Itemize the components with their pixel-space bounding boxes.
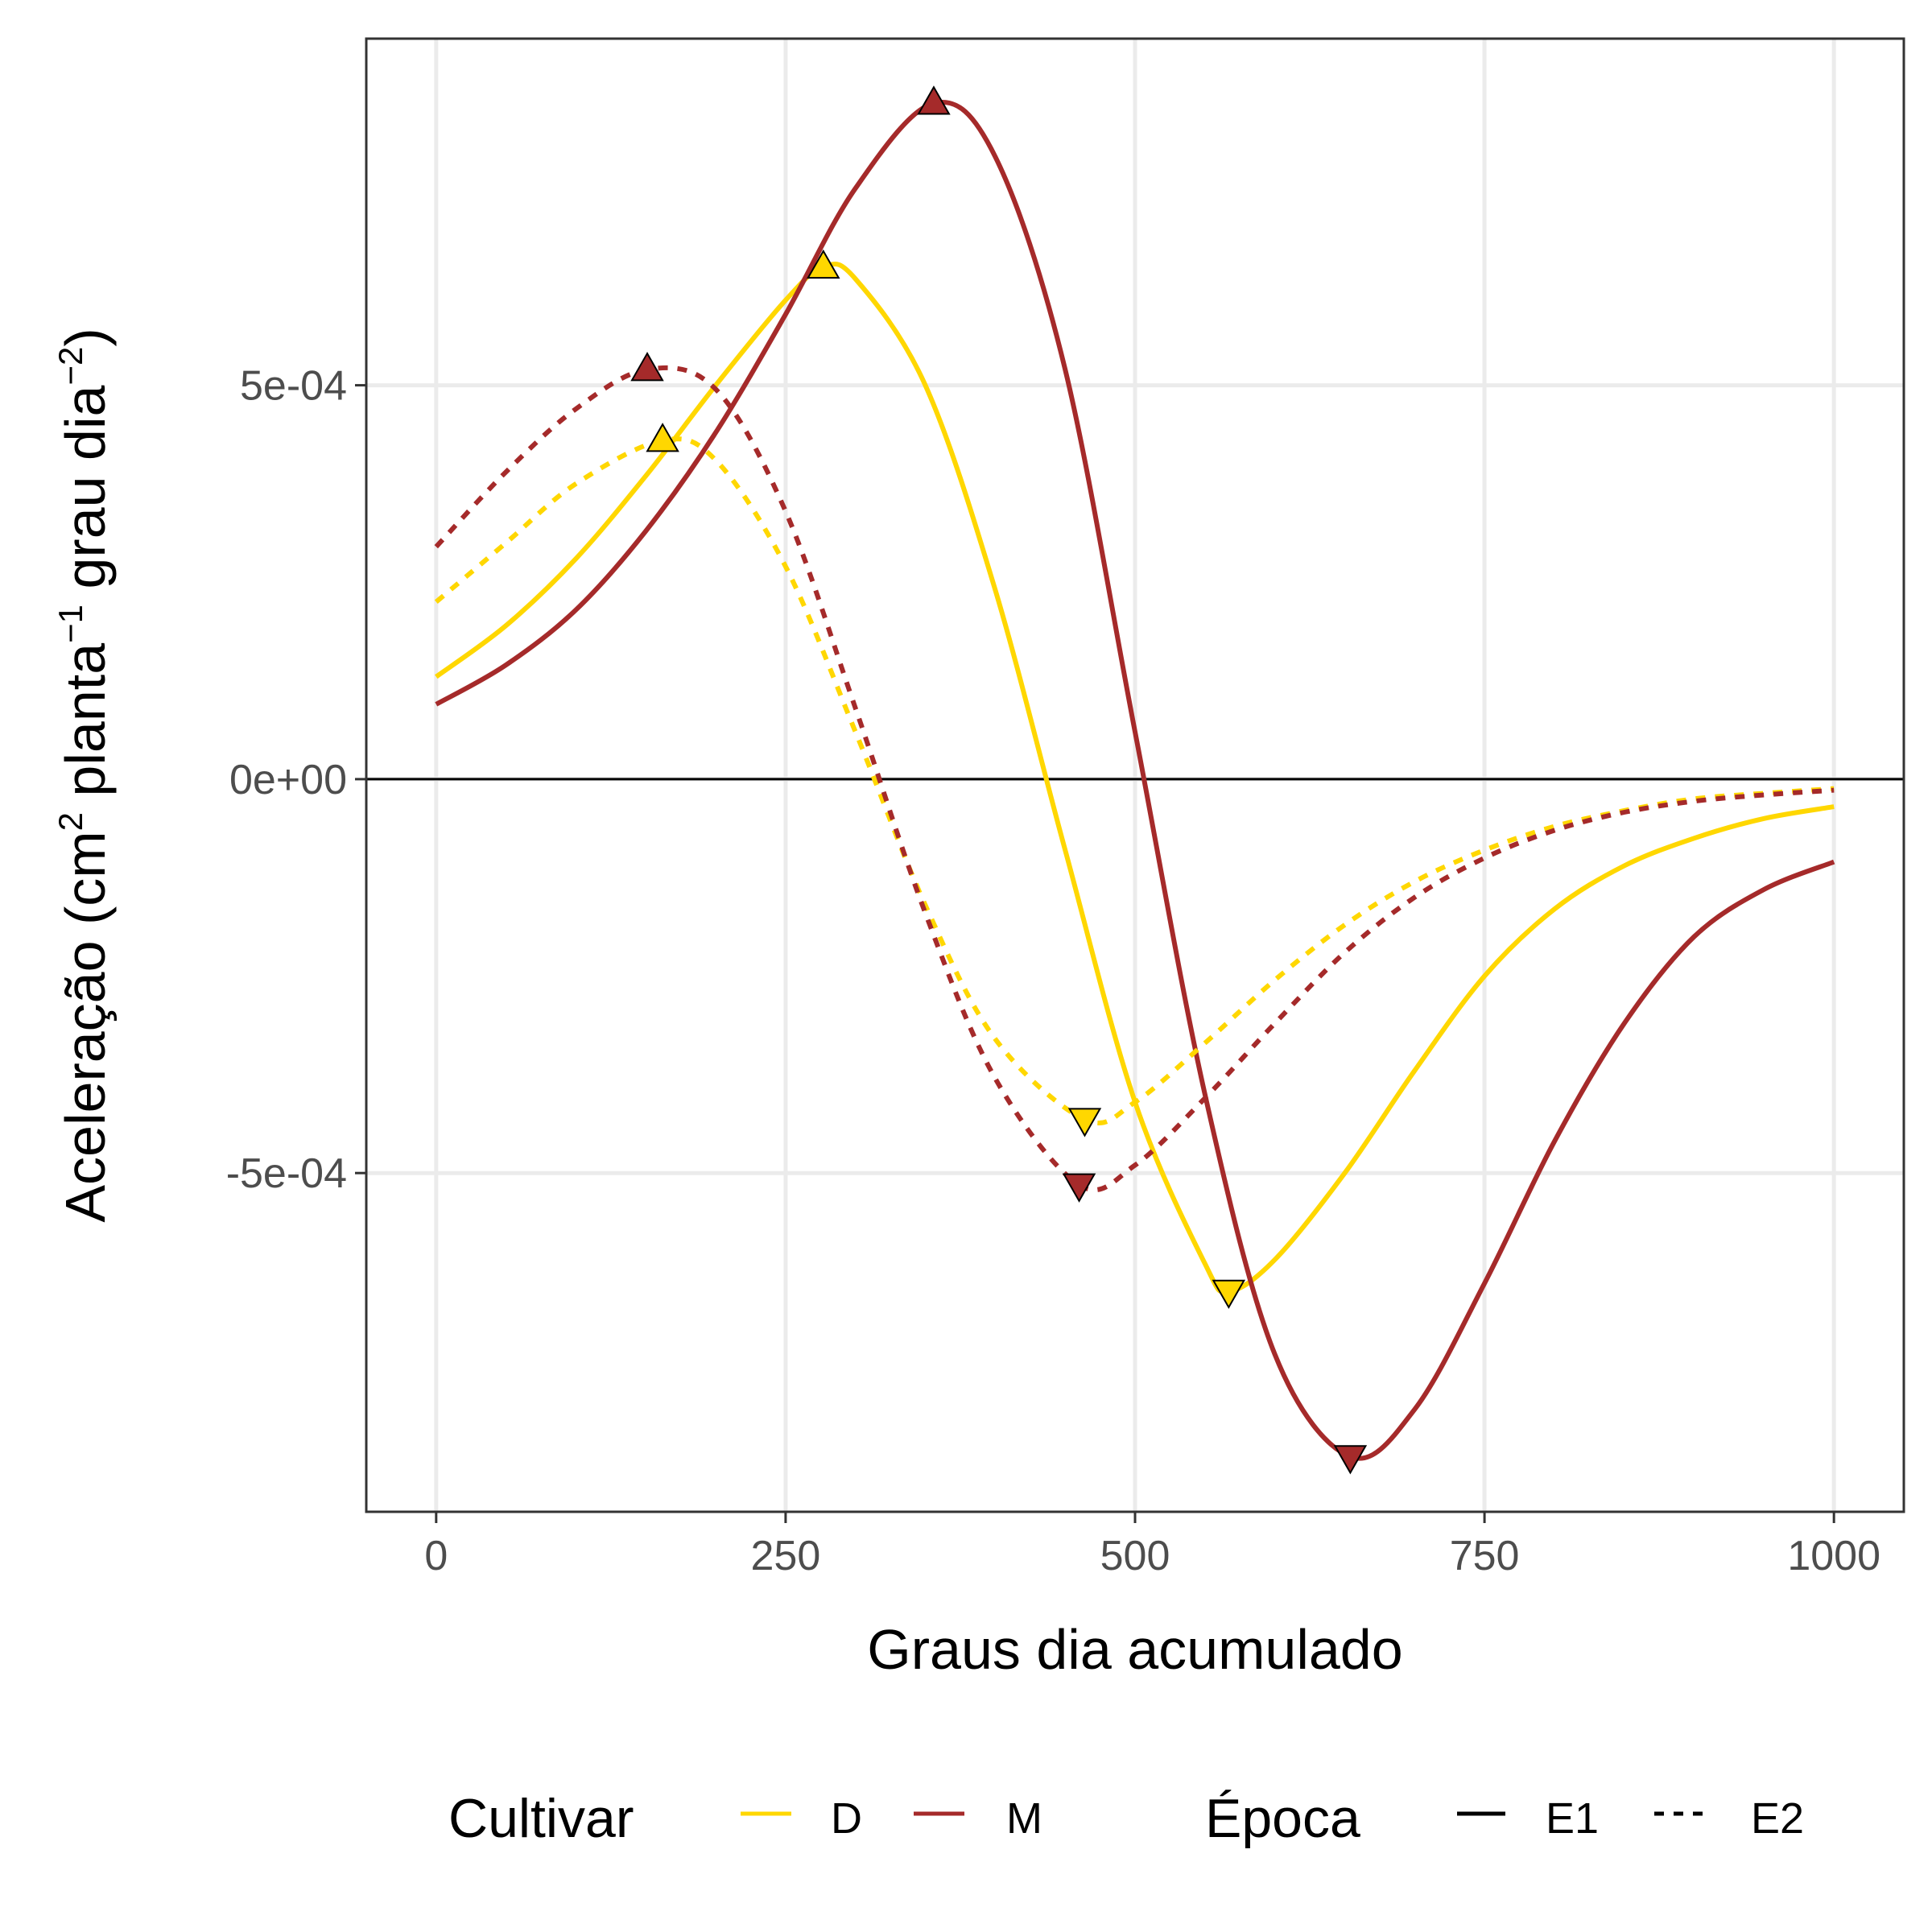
legend-label-m: M (1006, 1794, 1042, 1843)
y-tick-label: -5e-04 (226, 1150, 347, 1197)
series-line-d-e2 (434, 436, 1835, 1125)
axes: 0 250 500 750 1000 -5e-04 0e+00 5e-04 (226, 363, 1880, 1579)
max-marker-d-e1 (807, 249, 840, 279)
max-marker-m-e2 (630, 352, 664, 382)
x-axis-title: Graus dia acumulado (867, 1618, 1402, 1681)
legend-title-cultivar: Cultivar (448, 1788, 634, 1849)
y-axis-title: Aceleração (cm2 planta−1 grau dia−2) (52, 328, 117, 1222)
x-tick-label: 750 (1450, 1533, 1520, 1579)
legend: Cultivar D M Época E1 E2 (448, 1788, 1804, 1849)
series-line-m-e2 (434, 365, 1835, 1192)
peak-markers (630, 85, 1368, 1475)
max-marker-d-e2 (646, 423, 679, 452)
min-marker-d-e2 (1067, 1108, 1102, 1137)
legend-label-e2: E2 (1751, 1794, 1804, 1843)
legend-title-epoca: Época (1205, 1788, 1360, 1849)
x-tick-label: 250 (751, 1533, 821, 1579)
legend-label-d: D (831, 1794, 862, 1843)
y-tick-label: 5e-04 (240, 363, 347, 410)
legend-label-e1: E1 (1546, 1794, 1599, 1843)
min-marker-m-e1 (1333, 1445, 1368, 1475)
x-tick-label: 500 (1100, 1533, 1170, 1579)
x-tick-label: 0 (424, 1533, 448, 1579)
grid-lines (366, 39, 1904, 1512)
series-line-d-e1 (435, 262, 1835, 1294)
x-tick-label: 1000 (1787, 1533, 1880, 1579)
series-line-m-e1 (435, 100, 1835, 1461)
min-marker-m-e2 (1062, 1173, 1096, 1203)
max-marker-m-e1 (917, 85, 951, 115)
y-tick-label: 0e+00 (229, 757, 347, 803)
min-marker-d-e1 (1212, 1279, 1246, 1309)
series-lines (434, 100, 1835, 1461)
